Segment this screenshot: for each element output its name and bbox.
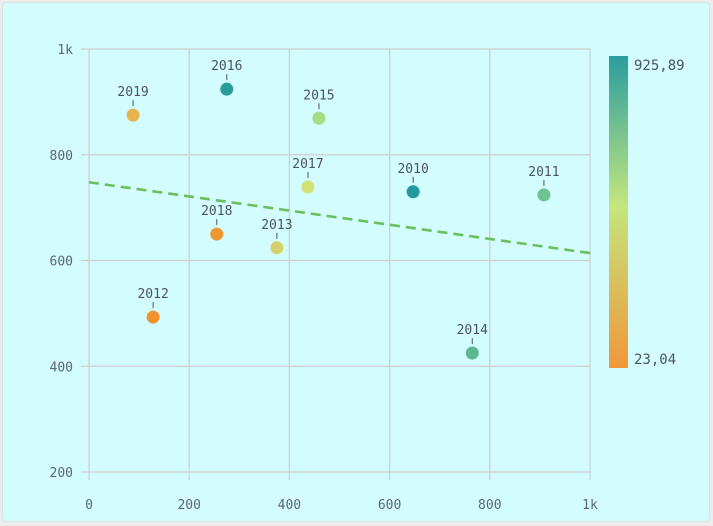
point-marker[interactable]	[312, 111, 326, 125]
y-tick-label: 1k	[57, 43, 73, 58]
point-marker[interactable]	[126, 108, 140, 122]
x-tick-label: 400	[278, 498, 301, 513]
color-scale-bar	[609, 56, 628, 368]
data-points: 2010 2011 2012 2013 2014 2015 2016 2017 2018 2019	[117, 59, 560, 360]
x-tick-label: 600	[378, 498, 401, 513]
point-label: 2019	[117, 85, 148, 100]
y-tick-label: 200	[50, 466, 73, 481]
point-marker[interactable]	[406, 185, 420, 199]
data-point-2014[interactable]: 2014	[457, 323, 488, 360]
point-label: 2018	[201, 204, 232, 219]
point-marker[interactable]	[210, 227, 224, 241]
color-scale-legend: 925,89 23,04	[609, 56, 685, 368]
data-point-2019[interactable]: 2019	[117, 85, 149, 122]
x-tick-label: 800	[478, 498, 501, 513]
trend-line	[88, 180, 591, 255]
point-marker[interactable]	[301, 180, 315, 194]
data-point-2017[interactable]: 2017	[292, 157, 324, 194]
y-tick-label: 400	[50, 360, 73, 375]
data-point-2011[interactable]: 2011	[528, 165, 560, 202]
y-tick-label: 600	[50, 255, 73, 270]
point-marker[interactable]	[220, 82, 234, 96]
data-point-2016[interactable]: 2016	[211, 59, 242, 96]
point-marker[interactable]	[146, 310, 160, 324]
data-point-2013[interactable]: 2013	[261, 218, 293, 255]
point-label: 2012	[137, 287, 168, 302]
grid-lines	[81, 48, 591, 480]
data-point-2018[interactable]: 2018	[201, 204, 232, 241]
point-label: 2016	[211, 59, 242, 74]
x-tick-label: 0	[85, 498, 93, 513]
point-marker[interactable]	[537, 188, 551, 202]
axis-ticks: 0 200 400 600 800 1k 200 400 600 800 1k	[50, 43, 598, 513]
y-tick-label: 800	[50, 149, 73, 164]
data-point-2015[interactable]: 2015	[303, 88, 335, 125]
point-label: 2010	[397, 162, 428, 177]
point-label: 2011	[528, 165, 559, 180]
x-tick-label: 200	[177, 498, 200, 513]
data-point-2012[interactable]: 2012	[137, 287, 169, 324]
point-marker[interactable]	[270, 241, 284, 255]
data-point-2010[interactable]: 2010	[397, 162, 429, 199]
trend-line-path	[88, 180, 591, 255]
point-label: 2017	[292, 157, 323, 172]
x-tick-label: 1k	[582, 498, 598, 513]
point-label: 2014	[457, 323, 488, 338]
color-scale-max-label: 925,89	[634, 58, 685, 74]
point-label: 2013	[261, 218, 292, 233]
point-label: 2015	[303, 88, 334, 103]
color-scale-min-label: 23,04	[634, 352, 676, 368]
point-marker[interactable]	[465, 346, 479, 360]
